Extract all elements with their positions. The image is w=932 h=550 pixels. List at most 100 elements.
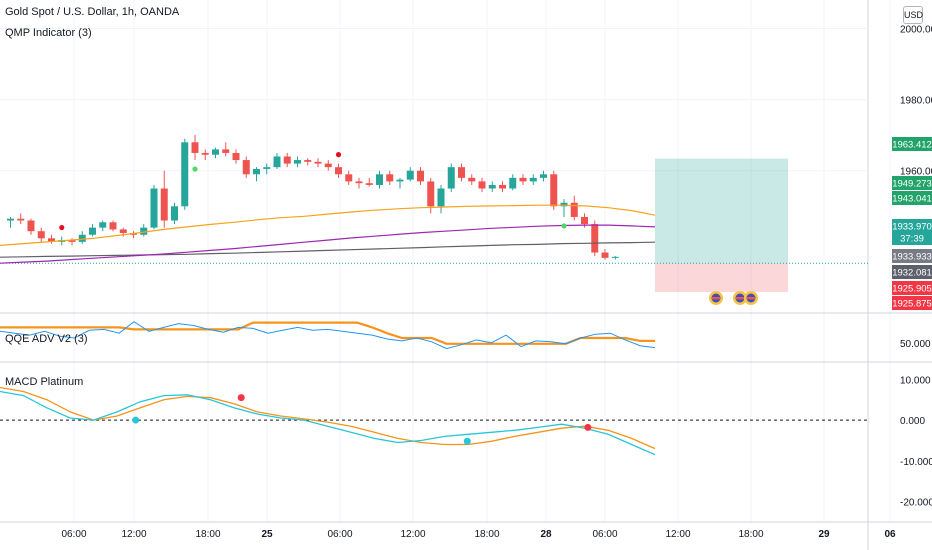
macd-cross-dot — [463, 437, 471, 445]
candle-body — [570, 202, 578, 217]
candle-body — [601, 252, 609, 258]
indicator-legend-qqe[interactable]: QQE ADV V2 (3) — [5, 333, 88, 345]
candle-body — [365, 183, 373, 185]
candle-body — [283, 156, 291, 164]
candle-body — [119, 229, 127, 233]
candle-body — [345, 174, 353, 182]
candle-body — [242, 160, 250, 175]
candle-body — [212, 149, 219, 155]
moving-average-line-purple — [0, 224, 656, 264]
price-axis-label: 1949.273 — [892, 179, 932, 190]
candle-body — [427, 181, 435, 207]
macd-tick-label: -10.000 — [900, 457, 932, 468]
candle-body — [232, 152, 240, 161]
x-tick-label: 18:00 — [474, 529, 499, 540]
candle-body — [540, 174, 547, 178]
x-tick-label: 12:00 — [121, 529, 146, 540]
candle-body — [437, 188, 445, 207]
candle-body — [468, 177, 476, 182]
price-axis-label-bg — [892, 137, 932, 151]
price-axis-label-bg — [892, 265, 932, 279]
candle-body — [48, 238, 55, 242]
macd-tick-label: 10.000 — [900, 375, 931, 386]
candle-body — [406, 170, 414, 180]
y-tick-label: 2000.000 — [900, 24, 932, 35]
macd-cross-dot — [132, 416, 140, 424]
price-axis-label: 1925.905 — [892, 284, 932, 295]
candle-body — [201, 152, 209, 155]
candle-body — [335, 167, 342, 175]
candle-body — [181, 142, 189, 207]
candle-body — [499, 184, 506, 189]
x-tick-label: 12:00 — [665, 529, 690, 540]
position-target-zone — [655, 158, 788, 264]
currency-button[interactable]: USD — [903, 6, 923, 24]
candle-body — [160, 188, 168, 221]
macd-tick-label: 0.000 — [900, 416, 925, 427]
x-tick-label: 12:00 — [400, 529, 425, 540]
indicator-legend-macd[interactable]: MACD Platinum — [5, 376, 84, 388]
x-tick-label: 29 — [818, 529, 830, 540]
price-axis-label-bg — [892, 176, 932, 190]
candle-body — [171, 206, 178, 221]
candle-body — [581, 216, 588, 225]
candle-body — [191, 142, 199, 153]
macd-cross-dot — [237, 394, 245, 402]
moving-average-line-orange — [0, 204, 656, 246]
sell-signal-dot — [59, 224, 65, 231]
candle-body — [7, 218, 14, 221]
candle-body — [519, 177, 527, 182]
candle-body — [396, 179, 404, 182]
y-tick-label: 1980.000 — [900, 96, 932, 107]
macd-line — [0, 390, 656, 456]
candle-body — [150, 188, 158, 228]
candle-body — [355, 181, 363, 184]
candle-body — [89, 227, 96, 235]
candle-body — [263, 167, 271, 169]
price-axis-label-bg — [892, 281, 932, 295]
candle-body — [222, 149, 230, 153]
price-axis-label: 1932.081 — [892, 268, 932, 279]
candle-body — [488, 184, 496, 189]
candle-body — [78, 234, 86, 242]
candle-body — [27, 220, 35, 232]
candle-body — [591, 224, 599, 253]
price-axis-label: 1943.041 — [892, 194, 932, 205]
candle-body — [304, 160, 312, 162]
price-axis-label: 37:39 — [900, 234, 924, 245]
economic-event-flag-stripe — [747, 297, 755, 300]
x-tick-label: 28 — [540, 529, 552, 540]
macd-tick-label: -20.000 — [900, 498, 932, 509]
price-axis-label: 1933.970 — [892, 222, 932, 233]
candle-body — [478, 181, 486, 189]
macd-cross-dot — [584, 423, 592, 431]
candle-body — [68, 240, 76, 242]
candle-body — [17, 218, 25, 221]
candle-body — [109, 222, 117, 230]
moving-average-line-gray — [0, 241, 656, 258]
candle-body — [529, 177, 537, 182]
price-axis-label-bg — [892, 191, 932, 205]
buy-signal-dot — [192, 166, 198, 172]
price-axis-label: 1925.875 — [892, 299, 932, 310]
candle-body — [140, 227, 148, 235]
candle-body — [324, 163, 332, 168]
symbol-title[interactable]: Gold Spot / U.S. Dollar, 1h, OANDA — [5, 6, 180, 18]
economic-event-flag-stripe — [736, 297, 744, 300]
x-tick-label: 06 — [884, 529, 896, 540]
price-axis-label: 1933.933 — [892, 252, 932, 263]
x-tick-label: 06:00 — [592, 529, 617, 540]
candle-body — [376, 174, 383, 185]
price-axis-label-bg — [892, 249, 932, 263]
indicator-legend-qmp[interactable]: QMP Indicator (3) — [5, 27, 92, 39]
x-tick-label: 25 — [261, 529, 273, 540]
sell-signal-dot — [335, 152, 342, 158]
candle-body — [37, 231, 45, 239]
x-tick-label: 18:00 — [738, 529, 763, 540]
buy-signal-dot — [561, 223, 567, 229]
candle-body — [273, 156, 281, 168]
price-axis-label-bg — [892, 231, 932, 245]
economic-event-flag-stripe — [712, 297, 720, 300]
candle-body — [560, 202, 568, 207]
